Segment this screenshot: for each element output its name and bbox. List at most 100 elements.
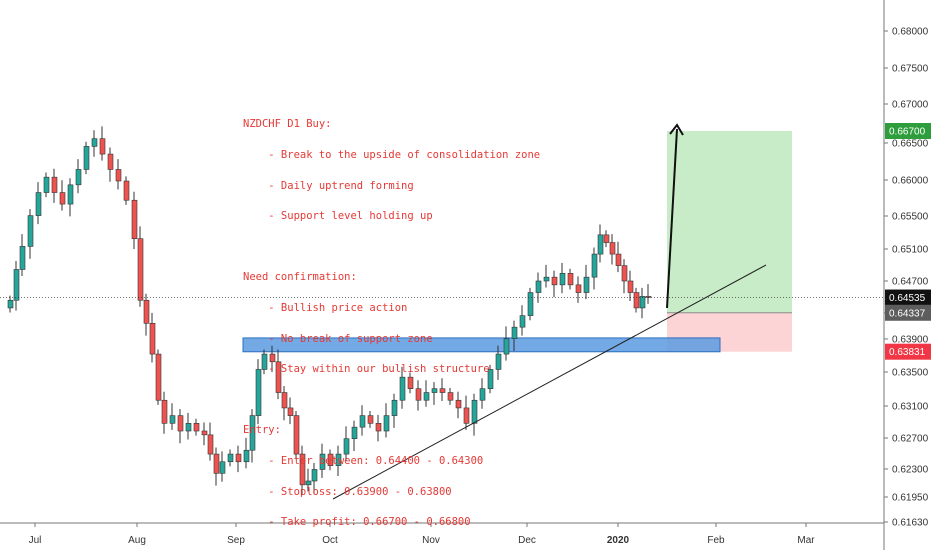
candle-body: [415, 388, 422, 401]
candle-body: [193, 423, 200, 432]
lines-layer: [0, 123, 884, 500]
y-tick-label: 0.66500: [892, 139, 929, 150]
annotation-line: - No break of support zone: [243, 332, 433, 345]
candle: [269, 345, 276, 373]
candle: [13, 261, 20, 311]
candle: [143, 293, 150, 336]
candle: [249, 409, 256, 463]
candle-body: [367, 415, 374, 424]
candle: [67, 178, 74, 217]
candle-body: [269, 353, 276, 363]
candle: [287, 397, 294, 425]
price-tag-label: 0.66700: [889, 127, 926, 138]
candle: [335, 445, 342, 476]
annotation-line: - Stoploss: 0.63900 - 0.63800: [243, 485, 452, 498]
candle-body: [91, 138, 98, 147]
candle-body: [169, 415, 176, 424]
candle: [255, 359, 262, 425]
candle-body: [67, 184, 74, 205]
y-tick-label: 0.63100: [892, 402, 929, 413]
candle: [415, 380, 422, 411]
candle-body: [131, 199, 138, 239]
candle-body: [299, 453, 306, 486]
candle: [43, 172, 50, 198]
annotation-line: - Bullish price action: [243, 301, 408, 314]
candle-body: [7, 299, 14, 309]
candle: [281, 386, 288, 421]
candle-body: [335, 453, 342, 466]
candle-body: [431, 388, 438, 393]
candle: [343, 426, 350, 461]
candle: [567, 268, 574, 290]
candle: [219, 451, 226, 482]
candle: [583, 264, 590, 300]
y-tick-label: 0.67000: [892, 100, 929, 111]
candle-body: [219, 461, 226, 474]
candle: [275, 349, 282, 400]
candle: [305, 468, 312, 492]
candle-body: [519, 315, 526, 328]
x-tick-label: Mar: [797, 535, 815, 546]
candle-body: [161, 399, 168, 424]
candle: [293, 411, 300, 459]
candle: [107, 147, 114, 182]
price-tag: 0.66700: [885, 123, 931, 139]
candle: [633, 287, 640, 313]
candle: [59, 180, 66, 211]
candle-body: [83, 146, 90, 170]
candle-body: [503, 338, 510, 355]
candle-body: [281, 392, 288, 409]
candle-body: [43, 176, 50, 193]
candle-body: [627, 280, 634, 293]
candle: [503, 326, 510, 361]
candle: [19, 234, 26, 276]
candle: [591, 247, 598, 290]
candle-body: [75, 169, 82, 186]
candle: [261, 349, 268, 375]
y-tick-label: 0.65500: [892, 212, 929, 223]
candle: [597, 224, 604, 263]
candle-body: [609, 242, 616, 255]
x-tick-label: Nov: [422, 535, 440, 546]
candles-layer: [7, 126, 652, 496]
candle-body: [343, 438, 350, 455]
candle: [35, 182, 42, 225]
candle: [115, 159, 122, 190]
annotation-line: - Support level holding up: [243, 210, 433, 223]
candle: [455, 391, 462, 419]
target-arrow-shaft: [666, 128, 678, 309]
candle-body: [19, 246, 26, 270]
candle-body: [463, 407, 470, 424]
candle: [311, 462, 318, 494]
candle: [447, 387, 454, 405]
candle: [299, 445, 306, 496]
support-zone: [242, 337, 721, 353]
candle: [155, 349, 162, 405]
candle-body: [35, 192, 42, 216]
candle-body: [99, 138, 106, 155]
x-tick-label: Dec: [518, 535, 536, 546]
candle: [399, 366, 406, 409]
candle: [83, 141, 90, 175]
candle-body: [399, 376, 406, 401]
candle: [621, 259, 628, 294]
candle: [243, 437, 250, 469]
annotation-line: - Enter between: 0.64400 - 0.64300: [243, 454, 484, 467]
candle-body: [639, 296, 646, 309]
candle-body: [243, 449, 250, 463]
candle-body: [13, 269, 20, 301]
candle-body: [383, 415, 390, 432]
annotation-line: Need confirmation:: [243, 271, 357, 284]
candle: [543, 264, 550, 288]
price-tag-bg: [885, 289, 931, 306]
candle-body: [407, 376, 414, 389]
candle-body: [319, 453, 326, 470]
candle-body: [123, 180, 130, 201]
candle-body: [495, 353, 502, 370]
candle-body: [535, 280, 542, 293]
price-tag-label: 0.64535: [889, 293, 926, 304]
candle: [439, 378, 446, 401]
candle-body: [559, 273, 566, 286]
target-arrow-head: [669, 123, 684, 136]
